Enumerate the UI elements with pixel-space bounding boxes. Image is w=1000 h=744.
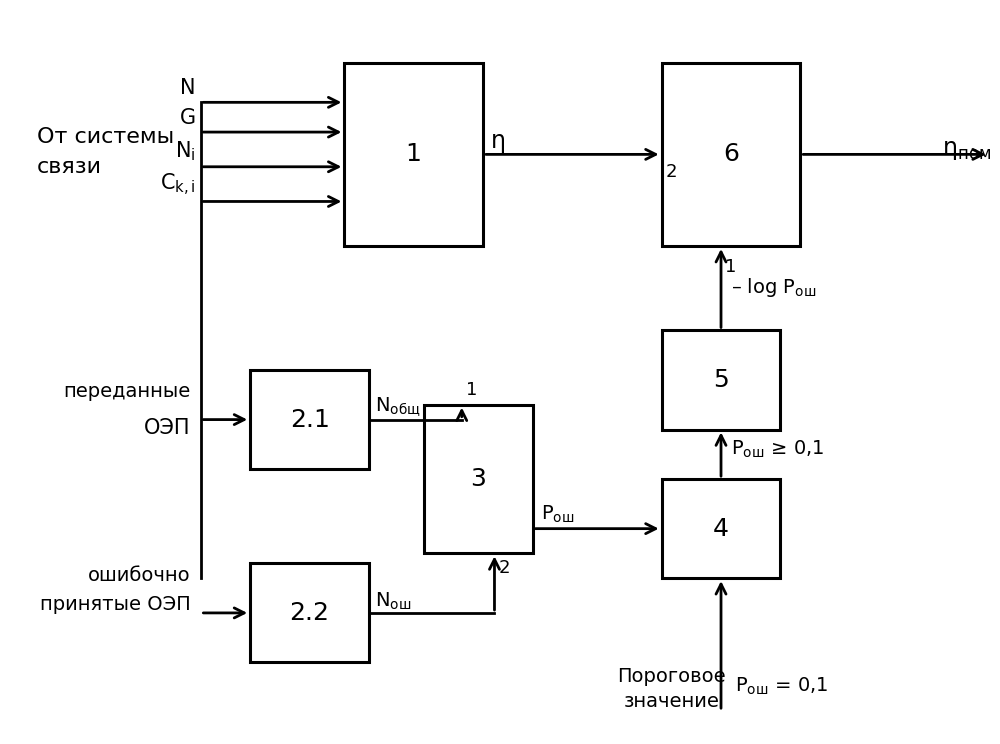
Text: N$_\mathregular{ош}$: N$_\mathregular{ош}$ [375, 591, 411, 612]
Text: C$_\mathregular{k,i}$: C$_\mathregular{k,i}$ [160, 171, 196, 197]
Bar [344, 62, 483, 246]
Text: 3: 3 [470, 467, 486, 491]
Text: N$_\mathregular{i}$: N$_\mathregular{i}$ [175, 139, 196, 163]
Text: 2.2: 2.2 [290, 601, 330, 625]
Text: 2: 2 [665, 163, 677, 182]
Text: N$_\mathregular{общ}$: N$_\mathregular{общ}$ [375, 396, 421, 420]
Bar [662, 479, 780, 578]
Text: принятые ОЭП: принятые ОЭП [40, 595, 191, 615]
Text: N: N [180, 78, 196, 98]
Text: ОЭП: ОЭП [144, 417, 191, 437]
Text: – log P$_\mathregular{ош}$: – log P$_\mathregular{ош}$ [731, 276, 816, 299]
Bar [424, 405, 533, 554]
Text: 4: 4 [713, 516, 729, 541]
Bar [250, 370, 369, 469]
Bar [250, 563, 369, 662]
Text: значение: значение [624, 692, 719, 711]
Text: 2: 2 [498, 559, 510, 577]
Text: 1: 1 [466, 381, 477, 399]
Bar [662, 62, 800, 246]
Text: От системы: От системы [37, 127, 174, 147]
Text: ошибочно: ошибочно [88, 565, 191, 585]
Bar [662, 330, 780, 429]
Text: η: η [491, 129, 506, 153]
Text: P$_\mathregular{ош}$: P$_\mathregular{ош}$ [541, 504, 574, 525]
Text: связи: связи [37, 157, 102, 177]
Text: 6: 6 [723, 142, 739, 167]
Text: P$_\mathregular{ош}$ ≥ 0,1: P$_\mathregular{ош}$ ≥ 0,1 [731, 439, 824, 460]
Text: Пороговое: Пороговое [617, 667, 726, 686]
Text: 2.1: 2.1 [290, 408, 330, 432]
Text: P$_\mathregular{ош}$ = 0,1: P$_\mathregular{ош}$ = 0,1 [735, 676, 828, 697]
Text: переданные: переданные [63, 382, 191, 401]
Text: G: G [179, 108, 196, 128]
Text: 1: 1 [725, 258, 736, 276]
Text: η$_\mathregular{пом}$: η$_\mathregular{пом}$ [942, 138, 991, 162]
Text: 5: 5 [713, 368, 729, 392]
Text: 1: 1 [406, 142, 422, 167]
